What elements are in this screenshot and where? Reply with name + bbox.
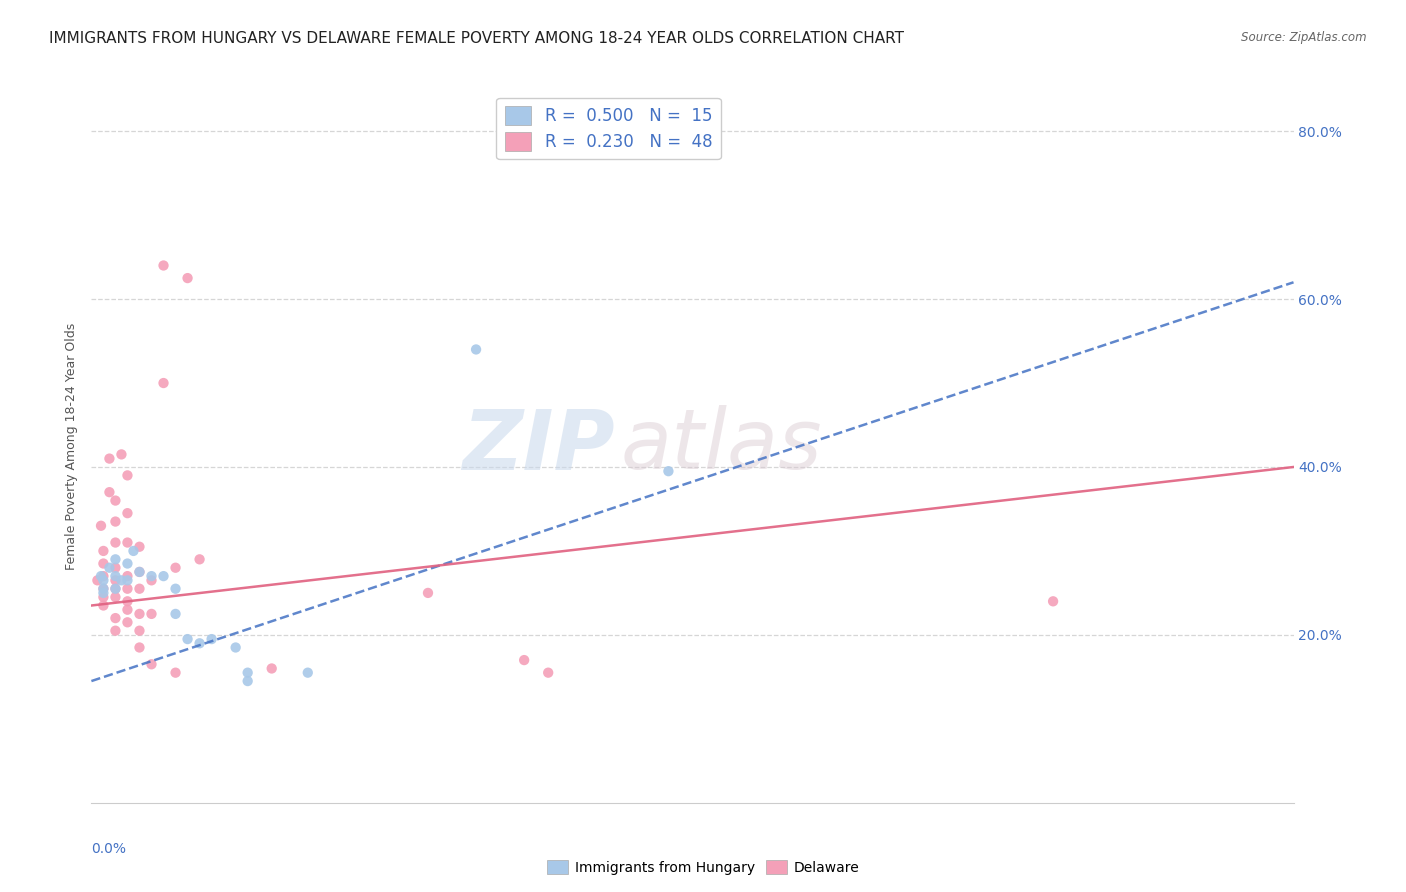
Point bbox=[236, 665, 259, 680]
Point bbox=[152, 376, 174, 390]
Point bbox=[93, 590, 115, 604]
Point bbox=[117, 506, 139, 520]
Point bbox=[117, 603, 139, 617]
Point bbox=[104, 535, 127, 549]
Point bbox=[236, 674, 259, 689]
Point bbox=[260, 661, 283, 675]
Point bbox=[128, 540, 150, 554]
Point bbox=[537, 665, 560, 680]
Point bbox=[416, 586, 439, 600]
Point bbox=[104, 574, 127, 588]
Point bbox=[176, 632, 198, 646]
Text: atlas: atlas bbox=[620, 406, 823, 486]
Point bbox=[1042, 594, 1064, 608]
Point bbox=[117, 574, 139, 588]
Point bbox=[93, 582, 115, 596]
Text: Source: ZipAtlas.com: Source: ZipAtlas.com bbox=[1241, 31, 1367, 45]
Point bbox=[225, 640, 247, 655]
Point bbox=[98, 485, 121, 500]
Point bbox=[110, 574, 132, 588]
Point bbox=[104, 493, 127, 508]
Point bbox=[93, 557, 115, 571]
Point bbox=[104, 624, 127, 638]
Point bbox=[165, 607, 187, 621]
Point bbox=[657, 464, 679, 478]
Point bbox=[90, 518, 112, 533]
Point bbox=[93, 574, 115, 588]
Point bbox=[93, 599, 115, 613]
Point bbox=[465, 343, 488, 357]
Point bbox=[117, 557, 139, 571]
Point bbox=[141, 607, 163, 621]
Point bbox=[104, 582, 127, 596]
Point bbox=[188, 636, 211, 650]
Point bbox=[104, 569, 127, 583]
Point bbox=[165, 665, 187, 680]
Text: ZIP: ZIP bbox=[461, 406, 614, 486]
Point bbox=[176, 271, 198, 285]
Point bbox=[110, 447, 132, 461]
Legend: Immigrants from Hungary, Delaware: Immigrants from Hungary, Delaware bbox=[541, 855, 865, 880]
Y-axis label: Female Poverty Among 18-24 Year Olds: Female Poverty Among 18-24 Year Olds bbox=[65, 322, 79, 570]
Point bbox=[117, 535, 139, 549]
Point bbox=[93, 586, 115, 600]
Point bbox=[104, 590, 127, 604]
Point bbox=[165, 582, 187, 596]
Point bbox=[117, 569, 139, 583]
Point bbox=[165, 560, 187, 574]
Legend: R =  0.500   N =  15, R =  0.230   N =  48: R = 0.500 N = 15, R = 0.230 N = 48 bbox=[496, 97, 721, 160]
Point bbox=[117, 594, 139, 608]
Point bbox=[128, 565, 150, 579]
Point bbox=[98, 451, 121, 466]
Point bbox=[128, 607, 150, 621]
Point bbox=[128, 640, 150, 655]
Text: 0.0%: 0.0% bbox=[91, 842, 127, 856]
Point bbox=[117, 468, 139, 483]
Point bbox=[297, 665, 319, 680]
Point bbox=[188, 552, 211, 566]
Point bbox=[93, 582, 115, 596]
Point bbox=[141, 569, 163, 583]
Point bbox=[141, 657, 163, 672]
Point bbox=[104, 560, 127, 574]
Point bbox=[98, 560, 121, 574]
Point bbox=[128, 624, 150, 638]
Point bbox=[86, 574, 108, 588]
Point bbox=[513, 653, 536, 667]
Point bbox=[117, 582, 139, 596]
Point bbox=[152, 569, 174, 583]
Point bbox=[117, 615, 139, 630]
Point bbox=[152, 259, 174, 273]
Point bbox=[104, 582, 127, 596]
Point bbox=[201, 632, 224, 646]
Point bbox=[90, 569, 112, 583]
Point bbox=[93, 544, 115, 558]
Point bbox=[104, 611, 127, 625]
Point bbox=[122, 544, 145, 558]
Text: IMMIGRANTS FROM HUNGARY VS DELAWARE FEMALE POVERTY AMONG 18-24 YEAR OLDS CORRELA: IMMIGRANTS FROM HUNGARY VS DELAWARE FEMA… bbox=[49, 31, 904, 46]
Point bbox=[104, 515, 127, 529]
Point bbox=[93, 569, 115, 583]
Point bbox=[104, 552, 127, 566]
Point bbox=[141, 574, 163, 588]
Point bbox=[128, 565, 150, 579]
Point bbox=[128, 582, 150, 596]
